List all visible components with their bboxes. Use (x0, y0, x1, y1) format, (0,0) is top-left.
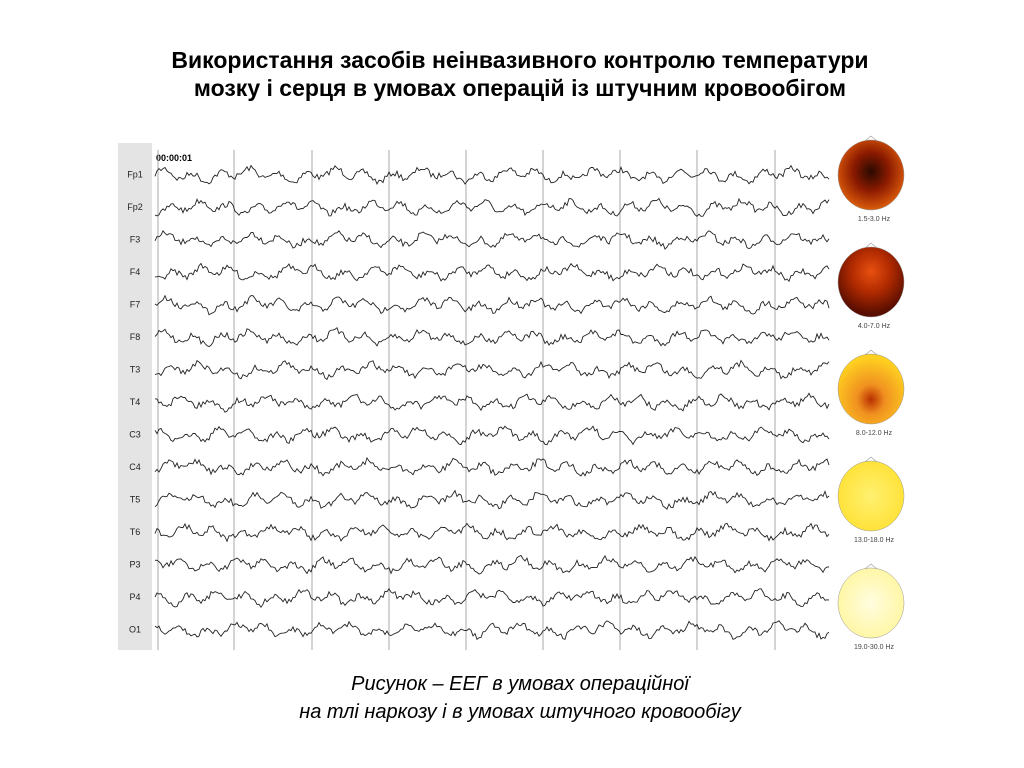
eeg-trace (154, 326, 830, 348)
eeg-trace (154, 359, 830, 381)
eeg-panel (118, 143, 832, 650)
channel-label: P3 (129, 559, 140, 569)
channel-label: T4 (130, 397, 141, 407)
eeg-trace (154, 164, 830, 186)
channel-label: T3 (130, 364, 141, 374)
eeg-trace (154, 456, 830, 477)
band-label: 8.0-12.0 Hz (856, 430, 893, 437)
nose (864, 456, 878, 463)
eeg-trace (154, 425, 830, 446)
channel-label: F8 (130, 332, 141, 342)
head-map (837, 246, 905, 318)
head-map (837, 139, 905, 211)
channel-label: P4 (129, 592, 140, 602)
eeg-figure: 00:00:01 Fp1 Fp2 F3 F4 F7 F8 T3 T4 C3 C4 T5 T6 P3 P4 O… (118, 143, 832, 650)
head-map (837, 353, 905, 425)
caption-line: на тлі наркозу і в умовах штучного крово… (299, 701, 742, 723)
head-map (837, 567, 905, 639)
band-label: 19.0-30.0 Hz (854, 644, 895, 651)
eeg-trace (154, 392, 830, 413)
channel-label: T6 (130, 527, 141, 537)
channel-label: O1 (129, 624, 141, 634)
title-line: Використання засобів неінвазивного контр… (171, 47, 868, 73)
nose (864, 242, 878, 249)
channel-label: F4 (130, 267, 141, 277)
band-label: 1.5-3.0 Hz (858, 216, 891, 223)
timestamp: 00:00:01 (156, 153, 192, 163)
eeg-trace (154, 294, 830, 316)
nose (864, 349, 878, 356)
eeg-trace (154, 489, 830, 510)
eeg-trace (154, 620, 830, 641)
eeg-trace (154, 587, 830, 609)
topomaps: 1.5-3.0 Hz 4.0-7.0 Hz 8.0-12.0 Hz 13.0-18.0… (837, 135, 905, 651)
title-line: мозку і серця в умовах операцій із штучн… (194, 75, 846, 101)
channel-label: C3 (129, 429, 141, 439)
channel-label: F3 (130, 234, 141, 244)
channel-label: C4 (129, 462, 141, 472)
eeg-trace (154, 554, 830, 575)
channel-label: Fp1 (127, 169, 143, 179)
band-label: 13.0-18.0 Hz (854, 537, 895, 544)
eeg-trace (154, 262, 830, 283)
channel-label: F7 (130, 299, 141, 309)
nose (864, 135, 878, 142)
eeg-trace (154, 522, 830, 543)
eeg-trace (154, 197, 830, 218)
channel-column (118, 143, 152, 650)
channel-label: T5 (130, 494, 141, 504)
eeg-trace (154, 229, 830, 250)
head-map (837, 460, 905, 532)
band-label: 4.0-7.0 Hz (858, 323, 891, 330)
caption-line: Рисунок – ЕЕГ в умовах операційної (351, 673, 691, 695)
channel-label: Fp2 (127, 202, 143, 212)
nose (864, 563, 878, 570)
